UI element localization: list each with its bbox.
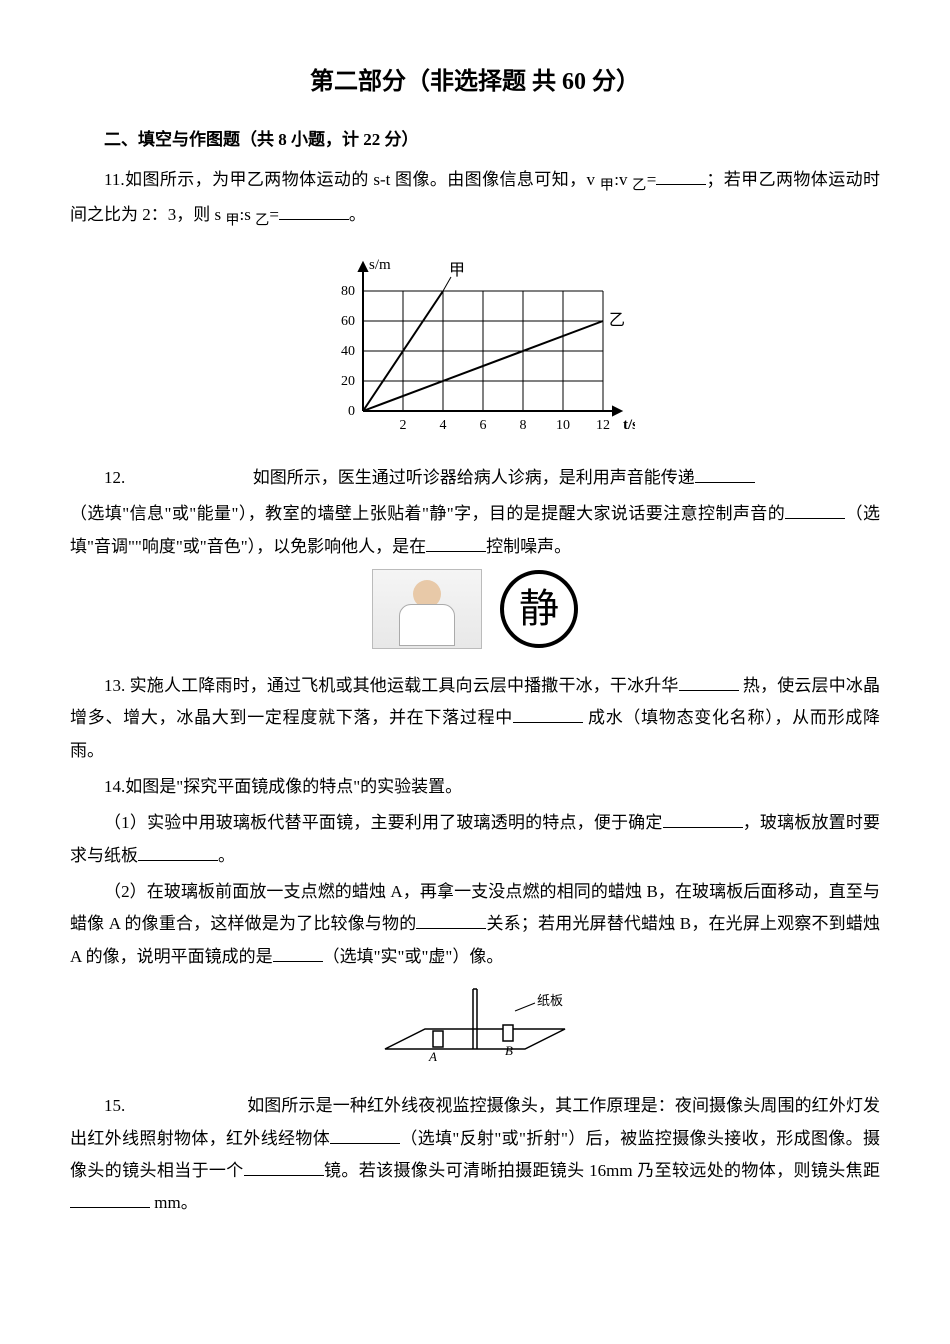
q11-blank-2 — [279, 202, 349, 221]
q14-sub1-a: 实验中用玻璃板代替平面镜，主要利用了玻璃透明的特点，便于确定 — [147, 813, 663, 832]
q12-blank-2 — [785, 501, 845, 520]
q13-blank-1 — [679, 673, 739, 692]
q11-sub4: 乙 — [255, 213, 269, 229]
svg-text:6: 6 — [480, 418, 487, 433]
q14-blank-3 — [416, 911, 486, 930]
question-14-1: （1）实验中用玻璃板代替平面镜，主要利用了玻璃透明的特点，便于确定，玻璃板放置时… — [70, 807, 880, 872]
mirror-diagram: 纸板 A B — [375, 979, 575, 1069]
q11-sub2: 乙 — [632, 177, 647, 193]
question-13: 13. 实施人工降雨时，通过飞机或其他运载工具向云层中播撒干冰，干冰升华 热，使… — [70, 670, 880, 767]
q12-figure: 静 — [70, 569, 880, 660]
q14-sub1-num: （1） — [104, 813, 147, 832]
q14-label-paper: 纸板 — [537, 993, 563, 1008]
q15-lead-space — [125, 1096, 247, 1115]
q11-label-jia: 甲 — [449, 262, 465, 279]
question-14: 14.如图是"探究平面镜成像的特点"的实验装置。 — [70, 771, 880, 803]
q13-text-a: 实施人工降雨时，通过飞机或其他运载工具向云层中播撒干冰，干冰升华 — [125, 676, 678, 695]
q11-text-g: 。 — [349, 205, 366, 224]
svg-text:8: 8 — [520, 418, 527, 433]
q14-blank-2 — [138, 842, 218, 861]
q14-sub1-c: 。 — [218, 846, 235, 865]
q11-text-f: = — [269, 205, 279, 224]
question-14-2: （2）在玻璃板前面放一支点燃的蜡烛 A，再拿一支没点燃的相同的蜡烛 B，在玻璃板… — [70, 876, 880, 973]
q14-label-b: B — [505, 1043, 513, 1058]
q11-label-yi: 乙 — [609, 312, 625, 329]
q15-text-d: mm。 — [150, 1193, 198, 1212]
svg-text:12: 12 — [596, 418, 610, 433]
q15-number: 15. — [104, 1096, 125, 1115]
svg-text:0: 0 — [348, 404, 355, 419]
question-12: 12. 如图所示，医生通过听诊器给病人诊病，是利用声音能传递 — [70, 462, 880, 494]
question-11: 11.如图所示，为甲乙两物体运动的 s-t 图像。由图像信息可知，v 甲:v 乙… — [70, 164, 880, 235]
q14-blank-4 — [273, 943, 323, 962]
doctor-body-icon — [399, 604, 455, 646]
svg-text:80: 80 — [341, 284, 355, 299]
q11-sub1: 甲 — [600, 177, 615, 193]
svg-text:2: 2 — [400, 418, 407, 433]
q13-blank-2 — [513, 705, 583, 724]
q11-text-c: = — [647, 170, 657, 189]
svg-text:40: 40 — [341, 344, 355, 359]
svg-text:20: 20 — [341, 374, 355, 389]
svg-text:4: 4 — [440, 418, 447, 433]
svg-text:60: 60 — [341, 314, 355, 329]
section-heading: 二、填空与作图题（共 8 小题，计 22 分） — [70, 124, 880, 156]
q11-text-b: :v — [614, 170, 632, 189]
q15-text-c: 镜。若该摄像头可清晰拍摄距镜头 16mm 乃至较远处的物体，则镜头焦距 — [324, 1161, 880, 1180]
q12-text-b: （选填"信息"或"能量"），教室的墙壁上张贴着"静"字，目的是提醒大家说话要注意… — [70, 504, 785, 523]
q11-ylabel: s/m — [369, 257, 391, 273]
q12-blank-3 — [426, 533, 486, 552]
svg-text:10: 10 — [556, 418, 570, 433]
q14-figure: 纸板 A B — [70, 979, 880, 1080]
q12-text-d: 控制噪声。 — [486, 537, 571, 556]
page-title: 第二部分（非选择题 共 60 分） — [70, 60, 880, 106]
doctor-illustration — [372, 569, 482, 649]
q15-blank-3 — [70, 1189, 150, 1208]
q11-text-e: :s — [240, 205, 256, 224]
q11-number: 11. — [104, 170, 125, 189]
q14-text-a: 如图是"探究平面镜成像的特点"的实验装置。 — [125, 777, 462, 796]
q11-chart: 甲 乙 s/m t/s 0 20 40 60 80 2 4 6 8 10 12 — [315, 241, 635, 441]
q15-blank-1 — [330, 1125, 400, 1144]
question-15: 15. 如图所示是一种红外线夜视监控摄像头，其工作原理是：夜间摄像头周围的红外灯… — [70, 1090, 880, 1219]
q12-text-a: 如图所示，医生通过听诊器给病人诊病，是利用声音能传递 — [253, 468, 695, 487]
q14-number: 14. — [104, 777, 125, 796]
q13-number: 13. — [104, 676, 125, 695]
jing-circle: 静 — [500, 570, 578, 648]
q14-sub2-c: （选填"实"或"虚"）像。 — [323, 947, 504, 966]
q12-blank-1 — [695, 464, 755, 483]
q11-xlabel: t/s — [623, 417, 635, 433]
question-12-cont: （选填"信息"或"能量"），教室的墙壁上张贴着"静"字，目的是提醒大家说话要注意… — [70, 498, 880, 563]
q11-sub3: 甲 — [225, 213, 239, 229]
q11-text-a: 如图所示，为甲乙两物体运动的 s-t 图像。由图像信息可知，v — [125, 170, 600, 189]
q11-blank-1 — [656, 166, 706, 185]
q12-lead-space — [125, 468, 253, 487]
q15-blank-2 — [244, 1157, 324, 1176]
q12-number: 12. — [104, 468, 125, 487]
q14-label-a: A — [428, 1049, 437, 1064]
q14-blank-1 — [663, 810, 743, 829]
q11-chart-wrap: 甲 乙 s/m t/s 0 20 40 60 80 2 4 6 8 10 12 — [70, 241, 880, 452]
q14-sub2-num: （2） — [104, 882, 147, 901]
